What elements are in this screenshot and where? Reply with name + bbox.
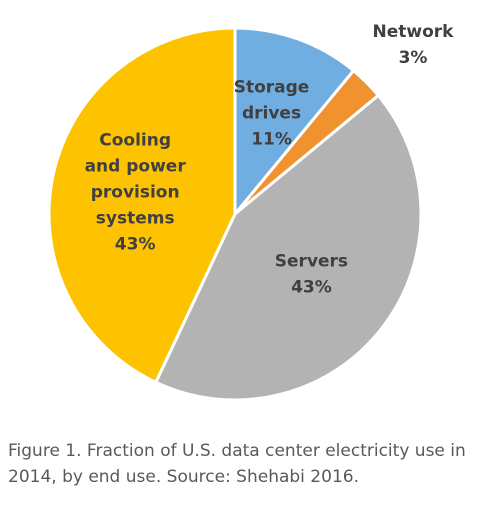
slice-percent-label: 11% [251, 129, 292, 149]
slice-percent-label: 3% [399, 48, 428, 68]
pie-slice-2 [154, 93, 423, 402]
slice-name-label: Servers [275, 251, 348, 271]
slice-name-label: Storage [234, 77, 310, 97]
figure-caption: Figure 1. Fraction of U.S. data center e… [8, 441, 466, 487]
pie-slice-3 [47, 26, 237, 384]
slice-name-label: systems [96, 209, 175, 229]
slice-label-2: Servers 43% [275, 251, 348, 297]
pie-chart: Storage drives 11%Network 3%Servers 43%Cooli… [47, 22, 455, 402]
slice-name-label: Cooling [99, 131, 171, 151]
slice-label-1: Network 3% [373, 22, 455, 68]
slice-percent-label: 43% [291, 277, 332, 297]
slice-name-label: Network [373, 22, 455, 42]
slice-name-label: and power [85, 157, 187, 177]
slice-label-3: Cooling and power provision systems 43% [85, 131, 187, 255]
slice-name-label: provision [91, 183, 180, 203]
pie-slice-0 [233, 26, 356, 216]
slice-label-0: Storage drives 11% [234, 77, 310, 149]
slice-name-label: drives [242, 103, 301, 123]
slice-percent-label: 43% [115, 235, 156, 255]
